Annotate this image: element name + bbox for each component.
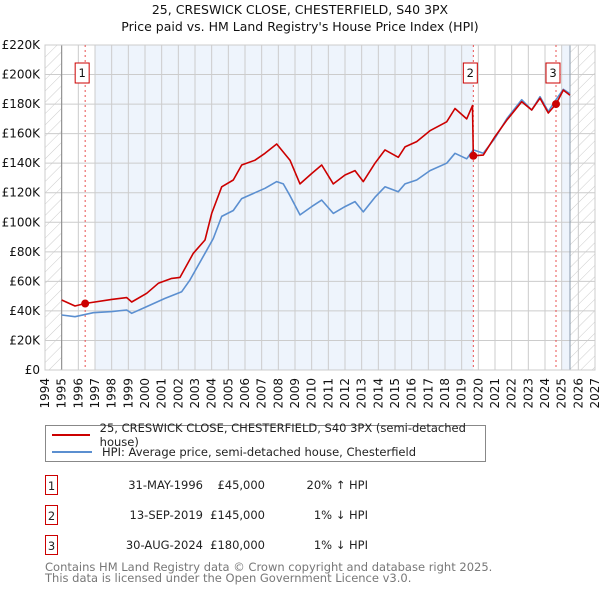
x-tick-label: 2002 — [171, 378, 185, 409]
shaded-band — [95, 45, 474, 370]
y-tick-label: £140K — [2, 156, 42, 170]
sale-label: 3 — [549, 66, 556, 80]
sale-label: 2 — [467, 66, 474, 80]
x-tick-label: 1999 — [121, 378, 135, 409]
plot-border — [44, 44, 596, 371]
x-tick-label: 2021 — [488, 378, 502, 409]
legend-line-red — [52, 434, 90, 436]
x-tick-label: 2022 — [505, 378, 519, 409]
x-tick-label: 2013 — [355, 378, 369, 409]
legend-item-hpi: HPI: Average price, semi-detached house,… — [52, 444, 416, 460]
x-tick-label: 2008 — [271, 378, 285, 409]
transaction-hpi: 20% ↑ HPI — [306, 478, 368, 492]
x-tick-label: 1998 — [105, 378, 119, 409]
sale-label: 1 — [79, 66, 86, 80]
x-tick-label: 2006 — [238, 378, 252, 409]
x-tick-label: 2003 — [188, 378, 202, 409]
transaction-price: £180,000 — [210, 538, 265, 552]
x-tick-label: 2016 — [405, 378, 419, 409]
x-tick-label: 2023 — [521, 378, 535, 409]
transaction-row: 2 13-SEP-2019 £145,000 1% ↓ HPI — [45, 505, 445, 525]
y-tick-label: £80K — [9, 245, 41, 259]
transaction-hpi: 1% ↓ HPI — [313, 538, 368, 552]
transaction-price: £45,000 — [217, 478, 265, 492]
y-tick-label: £20K — [9, 333, 41, 347]
x-tick-label: 2010 — [305, 378, 319, 409]
x-tick-label: 2025 — [555, 378, 569, 409]
transaction-number: 1 — [45, 475, 58, 495]
y-tick-label: £100K — [2, 215, 42, 229]
price-chart: 25, CRESWICK CLOSE, CHESTERFIELD, S40 3P… — [2, 2, 600, 409]
transaction-price: £145,000 — [210, 508, 265, 522]
x-tick-label: 2000 — [138, 378, 152, 409]
sale-label-box — [462, 62, 478, 84]
x-tick-label: 2024 — [538, 378, 552, 409]
x-tick-label: 2009 — [288, 378, 302, 409]
legend-line-blue — [52, 451, 92, 453]
y-tick-label: £200K — [2, 68, 42, 82]
x-tick-label: 1995 — [55, 378, 69, 409]
sale-label-box — [545, 62, 561, 84]
x-tick-label: 2014 — [371, 378, 385, 409]
y-tick-label: £0 — [25, 363, 40, 377]
transaction-date: 30-AUG-2024 — [125, 538, 203, 552]
footer-copyright: Contains HM Land Registry data © Crown c… — [45, 560, 493, 574]
x-tick-label: 2018 — [438, 378, 452, 409]
chart-subtitle: Price paid vs. HM Land Registry's House … — [121, 19, 478, 34]
y-tick-label: £60K — [9, 274, 41, 288]
x-tick-label: 1994 — [38, 378, 52, 409]
transaction-number: 2 — [45, 505, 58, 525]
transaction-row: 1 31-MAY-1996 £45,000 20% ↑ HPI — [45, 475, 445, 495]
y-tick-label: £120K — [2, 186, 42, 200]
x-tick-label: 2020 — [471, 378, 485, 409]
chart-title: 25, CRESWICK CLOSE, CHESTERFIELD, S40 3P… — [152, 2, 449, 17]
x-tick-label: 2012 — [338, 378, 352, 409]
x-tick-label: 1996 — [71, 378, 85, 409]
sale-label-box — [74, 62, 90, 84]
x-tick-label: 2011 — [321, 378, 335, 409]
x-tick-label: 2017 — [421, 378, 435, 409]
transaction-hpi: 1% ↓ HPI — [313, 508, 368, 522]
x-tick-label: 2015 — [388, 378, 402, 409]
hatch-after-data — [570, 45, 595, 370]
y-tick-label: £220K — [2, 38, 42, 52]
y-tick-label: £160K — [2, 127, 42, 141]
sale-point — [552, 100, 560, 109]
property-price-line — [61, 89, 571, 307]
x-tick-label: 2007 — [255, 378, 269, 409]
x-tick-label: 2001 — [155, 378, 169, 409]
x-tick-label: 2005 — [221, 378, 235, 409]
footer-licence: This data is licensed under the Open Gov… — [45, 571, 412, 585]
x-tick-label: 2004 — [205, 378, 219, 409]
transaction-number: 3 — [45, 535, 58, 555]
legend-label-hpi: HPI: Average price, semi-detached house,… — [102, 445, 417, 459]
transaction-row: 3 30-AUG-2024 £180,000 1% ↓ HPI — [45, 535, 445, 555]
x-tick-label: 2026 — [571, 378, 585, 409]
transaction-date: 31-MAY-1996 — [128, 478, 203, 492]
hatch-before-data — [45, 45, 62, 370]
x-tick-label: 2019 — [455, 378, 469, 409]
legend: 25, CRESWICK CLOSE, CHESTERFIELD, S40 3P… — [45, 421, 486, 462]
legend-label-property: 25, CRESWICK CLOSE, CHESTERFIELD, S40 3P… — [99, 421, 466, 449]
sale-point — [469, 151, 478, 160]
y-tick-label: £180K — [2, 97, 42, 111]
sale-point — [81, 299, 90, 308]
shaded-band — [561, 45, 570, 370]
x-tick-label: 1997 — [88, 378, 102, 409]
x-tick-label: 2027 — [588, 378, 600, 409]
y-tick-label: £40K — [9, 304, 41, 318]
legend-item-property: 25, CRESWICK CLOSE, CHESTERFIELD, S40 3P… — [52, 421, 485, 449]
transaction-date: 13-SEP-2019 — [129, 508, 203, 522]
